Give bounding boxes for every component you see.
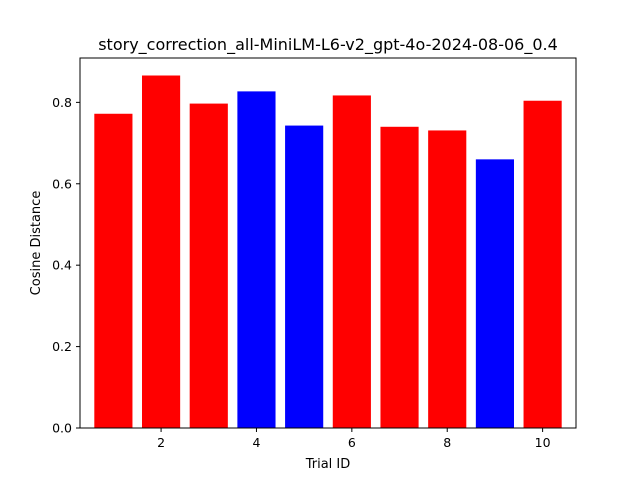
bar-trial-2 (142, 75, 181, 428)
x-axis-label: Trial ID (305, 457, 351, 472)
bar-trial-8 (428, 130, 467, 428)
y-tick-label: 0.4 (52, 258, 72, 273)
x-tick-label: 2 (157, 435, 165, 450)
bar-trial-9 (475, 159, 514, 428)
bar-trial-7 (380, 126, 419, 428)
bar-trial-4 (237, 91, 276, 428)
bars-layer (94, 75, 562, 429)
axes-frame (79, 57, 577, 429)
bar-trial-1 (94, 113, 133, 428)
bar-trial-5 (285, 125, 324, 428)
bar-trial-6 (332, 95, 371, 428)
y-axis-label: Cosine Distance (29, 191, 44, 296)
y-tick-label: 0.8 (52, 95, 72, 110)
x-tick-label: 6 (348, 435, 356, 450)
bar-trial-10 (523, 100, 562, 429)
y-tick-label: 0.6 (52, 176, 72, 191)
x-tick-label: 10 (535, 435, 551, 450)
chart-title: story_correction_all-MiniLM-L6-v2_gpt-4o… (98, 35, 558, 55)
y-tick-label: 0.0 (52, 421, 72, 436)
x-tick-label: 8 (443, 435, 451, 450)
bar-trial-3 (189, 103, 228, 428)
x-ticks: 2 4 6 8 10 (157, 428, 551, 450)
x-tick-label: 4 (252, 435, 260, 450)
y-ticks: 0.0 0.2 0.4 0.6 0.8 (52, 95, 80, 436)
y-tick-label: 0.2 (52, 339, 72, 354)
